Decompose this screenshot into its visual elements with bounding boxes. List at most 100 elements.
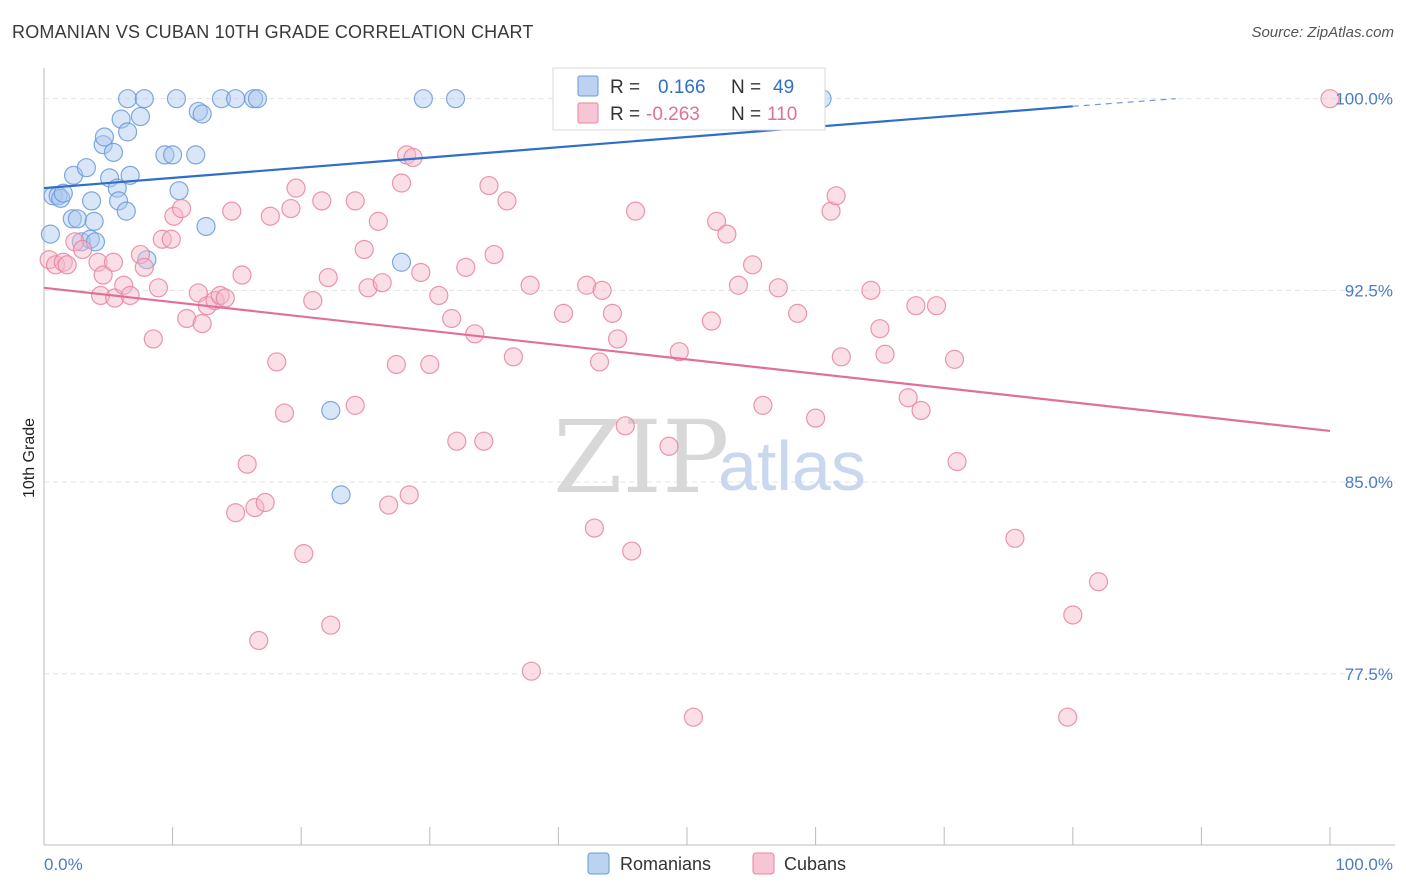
data-point-cubans [742, 255, 763, 275]
data-point-cubans [1058, 707, 1078, 727]
data-point-cubans [1088, 572, 1109, 592]
data-point-cubans [577, 275, 597, 295]
data-point-romanians [137, 250, 157, 270]
data-point-cubans [484, 244, 504, 265]
data-point-cubans [103, 252, 124, 272]
data-point-cubans [701, 311, 722, 331]
data-point-cubans [479, 175, 499, 196]
data-point-cubans [245, 498, 265, 518]
data-point-cubans [267, 352, 287, 372]
data-point-romanians [155, 145, 175, 165]
data-point-romanians [163, 145, 183, 165]
data-point-cubans [615, 416, 635, 436]
data-point-romanians [80, 229, 100, 249]
data-point-romanians [108, 191, 129, 211]
data-point-cubans [134, 257, 154, 277]
legend-n-label-cubans: N = [731, 104, 761, 125]
data-point-cubans [683, 707, 704, 727]
data-point-romanians [134, 89, 154, 109]
data-point-cubans [898, 388, 918, 408]
data-point-romanians [445, 89, 466, 109]
chart-source: Source: ZipAtlas.com [1251, 24, 1394, 41]
data-point-romanians [247, 89, 268, 109]
data-point-cubans [753, 395, 773, 415]
data-point-cubans [164, 206, 184, 226]
data-point-cubans [345, 191, 365, 211]
data-point-cubans [192, 313, 212, 334]
chart-title: ROMANIAN VS CUBAN 10TH GRADE CORRELATION… [12, 22, 534, 42]
data-point-cubans [148, 278, 169, 298]
data-point-romanians [93, 135, 113, 155]
trend-line-romanians [43, 105, 1073, 190]
data-point-romanians [40, 224, 61, 244]
data-point-cubans [521, 661, 541, 681]
stats-legend: R = 0.166 N = 49 R = -0.263 N = 110 [552, 67, 826, 131]
data-point-cubans [717, 224, 737, 244]
data-point-cubans [607, 329, 628, 349]
data-point-cubans [281, 198, 301, 219]
data-point-cubans [358, 278, 378, 298]
data-point-cubans [114, 275, 134, 295]
data-point-cubans [420, 354, 440, 375]
data-point-cubans [45, 255, 66, 275]
data-point-cubans [143, 329, 163, 349]
data-point-romanians [413, 89, 433, 109]
data-point-romanians [117, 122, 138, 142]
data-point-cubans [589, 352, 610, 372]
data-point-cubans [429, 285, 449, 306]
data-point-cubans [318, 267, 338, 288]
data-point-cubans [88, 252, 108, 272]
data-point-romanians [321, 400, 341, 421]
data-point-cubans [870, 319, 890, 339]
x-tick-label: 100.0% [1335, 855, 1393, 874]
data-point-romanians [51, 188, 71, 208]
y-tick-label: 92.5% [1345, 281, 1393, 300]
data-point-cubans [399, 485, 419, 505]
y-tick-label: 85.0% [1345, 473, 1393, 492]
legend-r-label-cubans: R = [610, 104, 640, 125]
data-point-romanians [166, 89, 187, 109]
series-cubans [39, 89, 1340, 727]
data-point-cubans [1320, 89, 1340, 109]
y-axis-label: 10th Grade [21, 418, 38, 498]
data-point-cubans [926, 296, 947, 316]
data-point-cubans [497, 191, 517, 211]
data-point-cubans [553, 303, 574, 323]
legend-r-value-cubans: -0.263 [646, 104, 700, 125]
data-point-cubans [1063, 605, 1083, 625]
data-point-cubans [345, 395, 365, 415]
data-point-cubans [321, 615, 341, 635]
data-point-cubans [447, 431, 467, 451]
data-point-cubans [947, 452, 967, 472]
data-point-cubans [210, 285, 230, 306]
data-point-cubans [72, 239, 93, 260]
data-point-cubans [906, 296, 926, 316]
data-point-cubans [372, 273, 392, 293]
grid-lines [44, 98, 1395, 675]
data-point-cubans [57, 255, 77, 275]
x-tick-label: 0.0% [44, 855, 83, 874]
data-point-cubans [65, 232, 85, 252]
data-point-cubans [602, 303, 623, 323]
trend-line-cubans [43, 286, 1331, 433]
data-point-cubans [120, 285, 140, 306]
data-point-cubans [474, 431, 494, 451]
data-point-romanians [226, 89, 246, 109]
data-point-cubans [768, 278, 788, 298]
watermark: ZIP atlas [553, 399, 866, 516]
data-point-romanians [103, 142, 124, 162]
data-point-cubans [161, 229, 181, 249]
data-point-romanians [331, 485, 351, 505]
data-point-romanians [84, 211, 104, 231]
data-point-cubans [456, 257, 476, 277]
data-point-cubans [911, 400, 931, 421]
series-legend-swatch-cubans [752, 852, 775, 875]
data-point-cubans [622, 541, 642, 561]
data-point-cubans [465, 324, 485, 344]
data-points [39, 89, 1340, 727]
legend-swatch-romanians [577, 75, 599, 97]
legend-swatch-cubans [577, 102, 599, 124]
data-point-cubans [274, 403, 295, 423]
data-point-romanians [196, 216, 216, 237]
